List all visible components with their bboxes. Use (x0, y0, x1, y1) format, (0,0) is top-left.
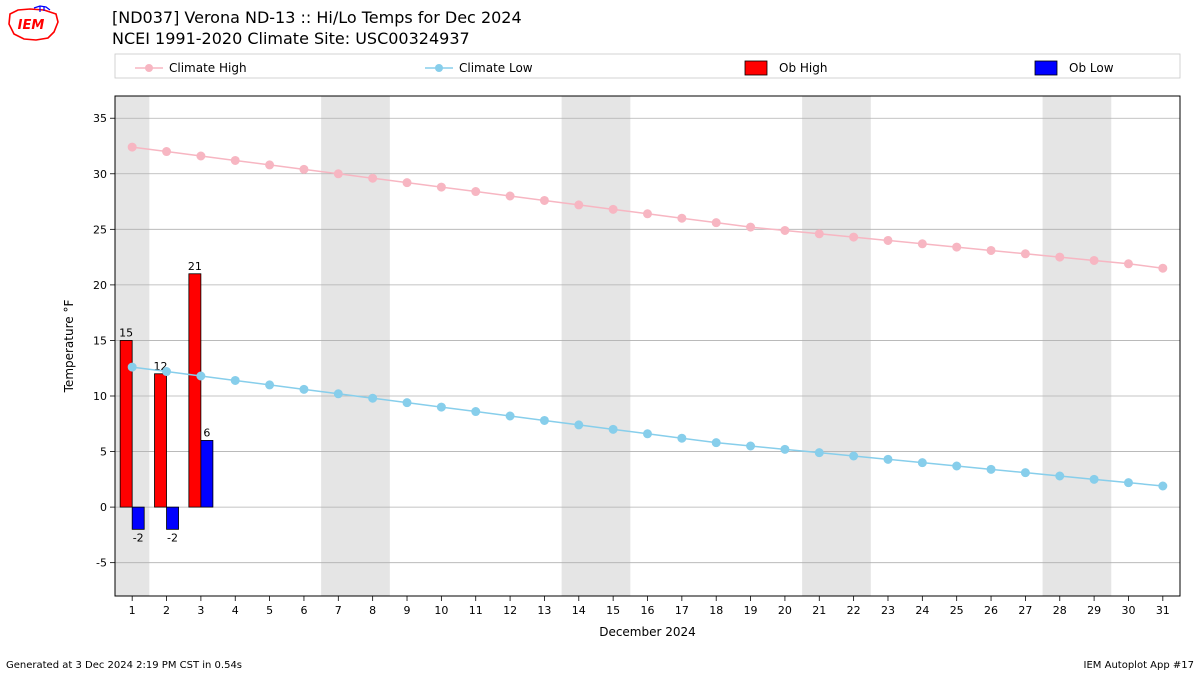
svg-text:23: 23 (881, 604, 895, 617)
svg-text:35: 35 (93, 112, 107, 125)
svg-text:6: 6 (203, 426, 210, 439)
svg-text:10: 10 (93, 390, 107, 403)
svg-text:20: 20 (93, 279, 107, 292)
svg-text:15: 15 (606, 604, 620, 617)
svg-text:29: 29 (1087, 604, 1101, 617)
svg-text:Climate High: Climate High (169, 61, 247, 75)
svg-text:10: 10 (434, 604, 448, 617)
svg-text:15: 15 (119, 326, 133, 339)
svg-text:11: 11 (469, 604, 483, 617)
svg-text:22: 22 (847, 604, 861, 617)
svg-text:2: 2 (163, 604, 170, 617)
svg-text:-2: -2 (133, 531, 144, 544)
chart-title: [ND037] Verona ND-13 :: Hi/Lo Temps for … (112, 8, 522, 50)
svg-text:Climate Low: Climate Low (459, 61, 533, 75)
svg-text:15: 15 (93, 334, 107, 347)
svg-text:IEM: IEM (18, 18, 45, 33)
svg-text:21: 21 (812, 604, 826, 617)
svg-text:17: 17 (675, 604, 689, 617)
svg-text:Temperature °F: Temperature °F (62, 300, 76, 394)
svg-text:31: 31 (1156, 604, 1170, 617)
svg-text:-5: -5 (96, 557, 107, 570)
svg-text:Ob Low: Ob Low (1069, 61, 1114, 75)
svg-text:Ob High: Ob High (779, 61, 827, 75)
svg-text:26: 26 (984, 604, 998, 617)
svg-text:-2: -2 (167, 531, 178, 544)
svg-text:8: 8 (369, 604, 376, 617)
svg-text:28: 28 (1053, 604, 1067, 617)
svg-text:3: 3 (197, 604, 204, 617)
footer-generated: Generated at 3 Dec 2024 2:19 PM CST in 0… (6, 660, 242, 671)
svg-text:14: 14 (572, 604, 586, 617)
title-line-1: [ND037] Verona ND-13 :: Hi/Lo Temps for … (112, 8, 522, 29)
svg-text:0: 0 (100, 501, 107, 514)
svg-text:13: 13 (537, 604, 551, 617)
svg-text:30: 30 (1121, 604, 1135, 617)
iem-logo: IEM (4, 4, 62, 48)
svg-text:27: 27 (1018, 604, 1032, 617)
svg-text:16: 16 (641, 604, 655, 617)
svg-text:7: 7 (335, 604, 342, 617)
svg-text:25: 25 (93, 223, 107, 236)
temperature-chart: -505101520253035Temperature °F1234567891… (60, 52, 1190, 652)
svg-text:December 2024: December 2024 (599, 625, 696, 639)
svg-text:4: 4 (232, 604, 239, 617)
svg-text:12: 12 (503, 604, 517, 617)
svg-text:24: 24 (915, 604, 929, 617)
svg-text:1: 1 (129, 604, 136, 617)
svg-text:18: 18 (709, 604, 723, 617)
svg-text:25: 25 (950, 604, 964, 617)
svg-text:30: 30 (93, 168, 107, 181)
svg-text:5: 5 (266, 604, 273, 617)
svg-text:19: 19 (744, 604, 758, 617)
title-line-2: NCEI 1991-2020 Climate Site: USC00324937 (112, 29, 522, 50)
svg-text:20: 20 (778, 604, 792, 617)
svg-text:9: 9 (404, 604, 411, 617)
footer-app: IEM Autoplot App #17 (1084, 660, 1194, 671)
svg-text:5: 5 (100, 446, 107, 459)
svg-text:6: 6 (300, 604, 307, 617)
svg-text:21: 21 (188, 260, 202, 273)
